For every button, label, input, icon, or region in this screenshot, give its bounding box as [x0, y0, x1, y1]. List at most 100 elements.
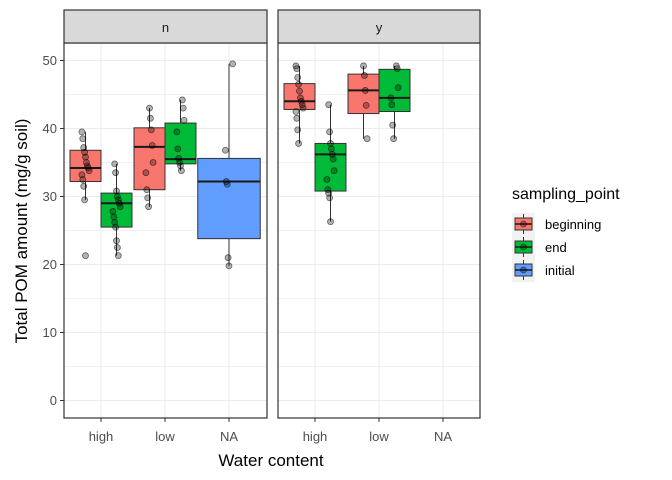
data-point [327, 145, 335, 153]
legend-key-point [520, 220, 527, 228]
facet-strip-label: n [162, 20, 169, 35]
box-high-beginning [69, 128, 102, 260]
x-axis-title: Water content [218, 451, 323, 470]
data-point [330, 167, 338, 175]
data-point [146, 104, 153, 112]
data-point [179, 104, 187, 112]
data-point [173, 128, 181, 136]
box-body [197, 157, 261, 240]
data-point [174, 145, 182, 153]
legend-label: initial [545, 263, 575, 278]
y-axis-title: Total POM amount (mg/g soil) [12, 119, 31, 344]
data-point [116, 203, 124, 211]
box-body [347, 73, 380, 115]
data-point [113, 187, 120, 195]
data-point [389, 121, 397, 129]
data-point [79, 135, 87, 143]
y-tick-label: 10 [43, 325, 57, 340]
x-axis: high low NA high low NA [89, 418, 452, 444]
data-point [387, 94, 395, 102]
x-tick-label: low [155, 429, 175, 444]
x-tick-label: high [303, 429, 328, 444]
data-point [82, 153, 89, 161]
data-point [142, 169, 150, 177]
box-low-end [164, 96, 197, 175]
data-point [394, 84, 402, 92]
data-point [360, 62, 367, 70]
x-tick-label: NA [434, 429, 452, 444]
box-body [164, 122, 197, 165]
data-point [221, 146, 229, 154]
legend-item-end: end [512, 236, 567, 259]
legend-item-beginning: beginning [512, 213, 601, 236]
data-point [393, 65, 401, 73]
box-body [100, 192, 133, 228]
data-point [361, 87, 369, 94]
data-point [82, 252, 89, 260]
legend-label: beginning [545, 217, 601, 232]
data-point [78, 128, 86, 136]
data-point [80, 182, 88, 190]
box-high-end [314, 101, 347, 226]
data-point [144, 194, 152, 202]
data-point [295, 80, 303, 88]
panel-n: n [63, 9, 268, 419]
facet-strip [277, 9, 481, 44]
data-point [292, 108, 300, 115]
legend-entries: beginning end initial [512, 213, 601, 282]
legend-title: sampling_point [512, 186, 620, 203]
legend-key-point [520, 266, 527, 274]
data-point [112, 169, 119, 177]
data-point [296, 87, 303, 95]
data-point [180, 116, 188, 124]
data-point [79, 176, 87, 183]
data-point [390, 135, 398, 143]
data-point [81, 196, 88, 204]
data-point [293, 65, 301, 73]
x-tick-label: low [369, 429, 389, 444]
data-point [362, 101, 370, 109]
data-point [323, 176, 331, 183]
box-body [133, 127, 166, 191]
data-point [326, 194, 334, 202]
data-point [294, 126, 302, 134]
data-point [178, 96, 186, 104]
data-point [325, 101, 333, 109]
x-tick-label: NA [220, 429, 238, 444]
box-body [314, 142, 347, 192]
data-point [147, 126, 155, 134]
box-low-beginning [133, 104, 166, 211]
legend-label: end [545, 240, 567, 255]
data-point [360, 72, 368, 79]
legend: sampling_point beginning end initial [512, 186, 620, 282]
y-axis: 0 10 20 30 40 50 [43, 53, 64, 408]
legend-key-point [520, 243, 527, 251]
legend-item-initial: initial [512, 259, 575, 282]
x-tick-label: high [89, 429, 114, 444]
data-point [111, 160, 119, 168]
data-point [299, 104, 307, 112]
panel-y: y [277, 9, 481, 419]
data-point [223, 180, 231, 188]
data-point [113, 237, 120, 245]
data-point [329, 155, 337, 163]
data-point [294, 74, 302, 81]
data-point [110, 213, 118, 221]
facet-strip [63, 9, 268, 44]
data-point [148, 142, 156, 149]
box-high-beginning [283, 62, 316, 147]
data-point [327, 218, 334, 226]
data-point [114, 252, 122, 260]
data-point [177, 167, 185, 175]
data-point [143, 186, 151, 194]
y-tick-label: 0 [50, 393, 57, 408]
data-point [225, 262, 233, 270]
data-point [326, 128, 334, 136]
data-point [388, 101, 396, 109]
data-point [145, 203, 153, 211]
data-point [327, 140, 334, 147]
y-tick-label: 20 [43, 257, 57, 272]
data-point [149, 159, 157, 166]
